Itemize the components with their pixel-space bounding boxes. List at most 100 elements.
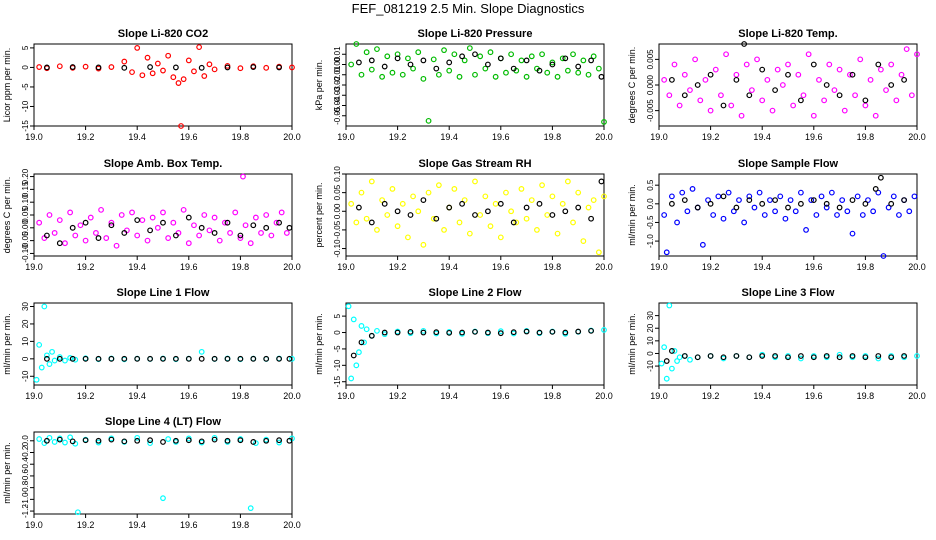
data-point [415,208,422,215]
highlighted-point [888,354,895,361]
highlighted-point [669,76,675,83]
data-point [769,107,776,114]
x-tick-label: 19.2 [702,132,720,142]
data-point [399,71,406,78]
y-tick-label: -1.2 [21,504,30,518]
x-tick-label: 19.0 [25,520,43,530]
data-point [103,235,110,241]
data-point [394,223,401,230]
data-point [487,223,494,230]
data-point [67,209,74,216]
y-tick-label: 0 [646,351,655,356]
data-point [679,189,686,196]
data-point [113,242,120,249]
x-tick-label: 19.2 [389,132,407,142]
highlighted-point [663,358,670,364]
highlighted-point [741,41,748,47]
highlighted-point [888,82,895,88]
data-point [896,212,902,218]
data-point [356,349,362,356]
data-point [813,212,820,218]
data-point [756,189,763,196]
data-point [661,344,668,351]
x-tick-label: 19.0 [650,132,668,142]
data-point [772,208,778,215]
y-axis-label: Licor ppm per min. [2,48,12,123]
data-point [160,495,166,502]
data-point [191,68,197,75]
data-point [800,92,807,99]
panel-title: Slope Li-820 Pressure [418,28,533,40]
plot-frame [33,302,293,386]
data-point [482,65,489,72]
highlighted-point [381,200,388,207]
highlighted-point [694,204,701,211]
highlighted-point [798,353,804,359]
data-point [684,208,691,215]
y-tick-label: 0 [333,330,342,335]
data-point [160,209,166,216]
x-tick-label: 19.0 [25,262,43,272]
data-point [62,240,68,247]
highlighted-point [250,64,257,70]
highlighted-point [198,224,205,231]
highlighted-point [810,197,817,203]
highlighted-point [588,327,594,334]
data-point [353,219,360,226]
data-point [854,193,861,200]
highlighted-point [549,328,556,335]
data-point [539,182,545,189]
x-tick-label: 19.4 [440,262,458,272]
highlighted-point [536,329,543,336]
data-point [590,53,597,60]
data-point [559,55,566,62]
highlighted-point [250,355,257,362]
highlighted-point [407,328,414,335]
data-point [180,206,187,213]
data-point [914,353,920,359]
plot-frame [658,173,918,257]
highlighted-point [276,64,283,71]
data-point [451,186,458,192]
data-point [201,212,208,218]
highlighted-point [394,329,401,336]
data-point [211,214,218,221]
panel-title: Slope Line 2 Flow [429,287,522,299]
highlighted-point [510,329,517,336]
data-point [247,240,254,247]
data-point [580,238,587,244]
y-tick-label: -10 [646,360,655,372]
highlighted-point [823,82,830,88]
data-point [263,212,270,218]
data-point [590,197,597,203]
data-point [198,348,205,355]
data-point [730,208,737,215]
panel-title: Slope Line 1 Flow [117,287,210,299]
highlighted-point [707,71,714,78]
data-point [539,51,545,58]
highlighted-point [510,219,517,226]
highlighted-point [536,67,543,74]
highlighted-point [263,437,270,444]
highlighted-point [82,437,89,444]
highlighted-point [746,92,753,99]
y-tick-label: 20 [646,323,655,332]
data-point [718,92,724,99]
y-tick-label: 0.5 [646,179,655,191]
data-point [180,76,187,83]
data-point [885,204,892,211]
highlighted-point [446,329,453,336]
highlighted-point [286,355,293,362]
highlighted-point [356,59,362,66]
highlighted-point [224,64,231,71]
data-point [361,339,367,346]
x-tick-label: 19.2 [77,391,95,401]
data-point [461,57,468,64]
panel-7: Slope Line 1 Flow 19.0 19.2 19.4 19.6 19.8 20.… [2,287,301,401]
highlighted-point [121,355,128,362]
data-point [435,182,442,189]
data-point [687,87,693,94]
highlighted-point [211,230,218,236]
x-tick-label: 19.4 [128,132,146,142]
highlighted-point [147,437,154,444]
